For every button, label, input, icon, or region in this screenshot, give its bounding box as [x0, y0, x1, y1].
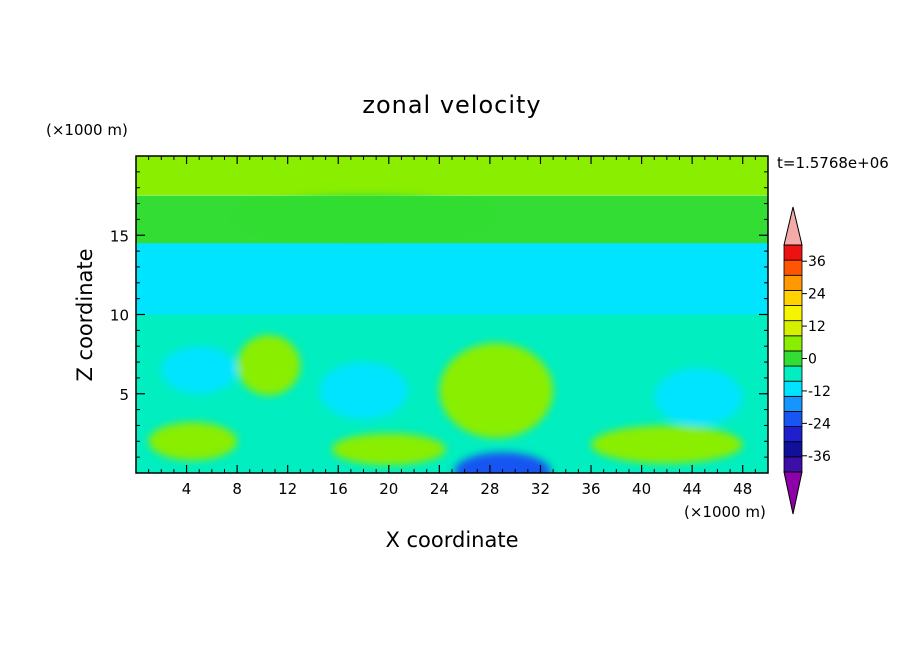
- x-tick-label: 48: [733, 480, 752, 498]
- contour-field: [136, 156, 768, 473]
- colorbar-swatch: [783, 395, 803, 412]
- colorbar-swatch: [783, 259, 803, 276]
- colorbar-tick-label: 36: [808, 254, 826, 270]
- colorbar-swatch: [783, 350, 803, 367]
- x-tick-label: 28: [480, 480, 499, 498]
- x-unit-label: (×1000 m): [684, 503, 766, 521]
- colorbar-swatch: [783, 456, 803, 473]
- field-feature: [591, 425, 743, 464]
- field-feature: [454, 452, 551, 473]
- x-tick-label: 20: [379, 480, 398, 498]
- colorbar-tick-label: 0: [808, 352, 817, 368]
- x-tick-label: 4: [182, 480, 192, 498]
- x-axis: 4 8 12 16 20 24 28 32 36 40 44 48: [148, 156, 756, 498]
- colorbar-swatch: [783, 380, 803, 397]
- x-tick-label: 36: [581, 480, 600, 498]
- colorbar-swatch: [783, 411, 803, 428]
- colorbar-swatch: [783, 244, 803, 261]
- field-feature: [262, 255, 566, 294]
- field-feature: [237, 335, 301, 396]
- colorbar-min-arrow: [783, 471, 803, 515]
- field-feature: [331, 433, 446, 466]
- x-tick-label: 12: [278, 480, 297, 498]
- y-tick-label: 10: [110, 307, 129, 325]
- colorbar-swatch: [783, 426, 803, 443]
- colorbar-tick-label: -12: [808, 384, 831, 400]
- colorbar-tick-label: -24: [808, 416, 831, 432]
- field-feature: [237, 195, 490, 237]
- y-tick-label: 15: [110, 227, 129, 245]
- colorbar-swatch: [783, 289, 803, 306]
- field-band: [136, 156, 768, 196]
- field-feature: [439, 343, 554, 439]
- y-unit-label: (×1000 m): [46, 121, 128, 139]
- colorbar-tick-label: 12: [808, 319, 826, 335]
- colorbar-max-arrow: [783, 206, 803, 246]
- colorbar-swatch: [783, 365, 803, 382]
- x-tick-label: 8: [232, 480, 242, 498]
- x-tick-label: 16: [329, 480, 348, 498]
- colorbar: 36 24 12 0 -12 -24 -36: [783, 206, 831, 515]
- x-tick-label: 44: [683, 480, 702, 498]
- colorbar-swatch: [783, 305, 803, 322]
- colorbar-swatch: [783, 441, 803, 458]
- colorbar-swatch: [783, 274, 803, 291]
- x-axis-title: X coordinate: [385, 528, 518, 552]
- colorbar-swatch: [783, 320, 803, 337]
- colorbar-swatch: [783, 335, 803, 352]
- field-feature: [319, 362, 408, 420]
- field-feature: [148, 422, 238, 461]
- field-feature: [161, 346, 238, 394]
- y-axis-title: Z coordinate: [73, 248, 97, 381]
- y-axis: 5 10 15: [110, 171, 768, 458]
- field-feature: [654, 368, 743, 426]
- x-tick-label: 32: [531, 480, 550, 498]
- time-label: t=1.5768e+06: [777, 154, 889, 172]
- colorbar-tick-label: 24: [808, 287, 826, 303]
- colorbar-tick-label: -36: [808, 449, 831, 465]
- y-tick-label: 5: [119, 386, 129, 404]
- x-tick-label: 40: [632, 480, 651, 498]
- x-tick-label: 24: [430, 480, 449, 498]
- chart-title: zonal velocity: [362, 91, 541, 119]
